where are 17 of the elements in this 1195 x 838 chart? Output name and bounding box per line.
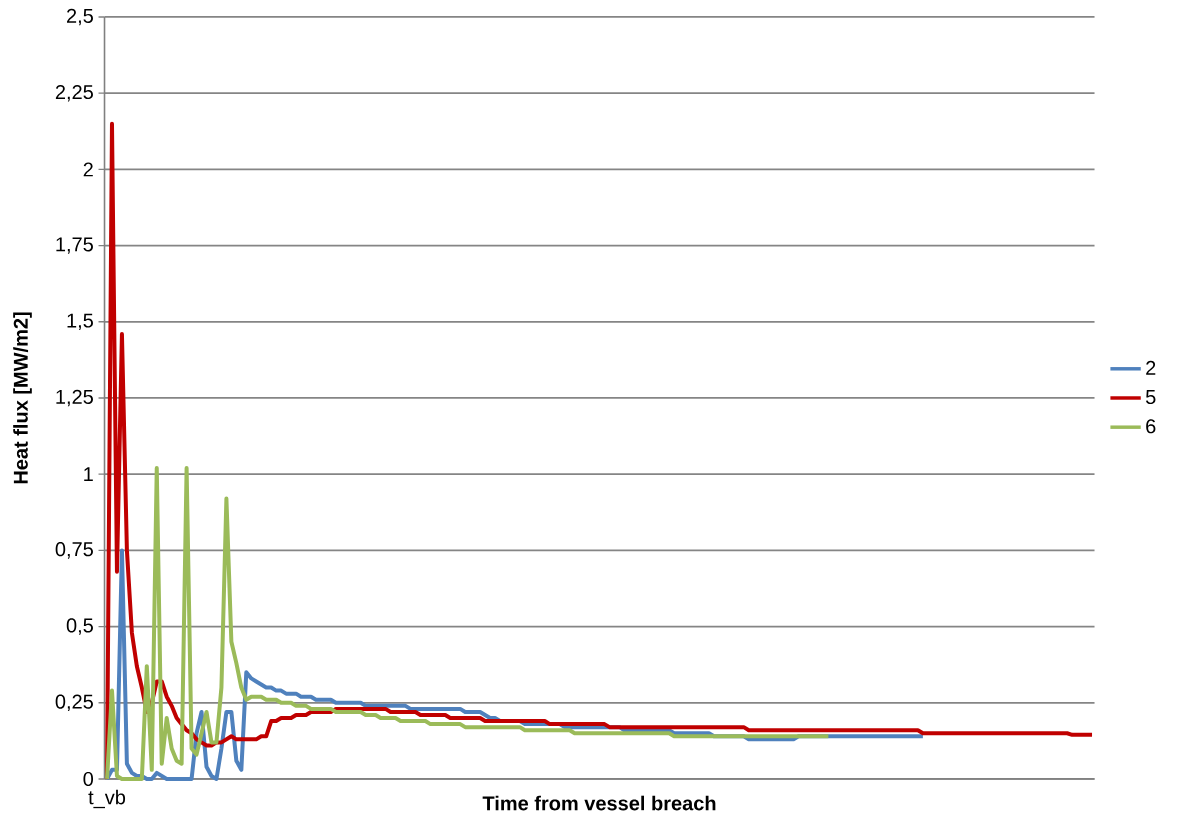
y-axis-title: Heat flux [MW/m2]	[13, 312, 32, 484]
legend-label: 6	[1146, 419, 1156, 434]
y-tick-label: 0,75	[55, 542, 93, 559]
y-tick-label: 2	[83, 162, 93, 177]
y-tick-label: 2,25	[55, 84, 93, 102]
x-tick-label: t_vb	[88, 789, 126, 809]
y-tick-label: 2,5	[67, 8, 93, 26]
y-tick-label: 1	[84, 467, 93, 482]
x-axis-title: Time from vessel breach	[482, 795, 716, 811]
y-tick-label: 0,5	[66, 618, 93, 635]
y-tick-label: 1,5	[67, 313, 93, 330]
legend-label: 2	[1146, 360, 1156, 375]
y-tick-label: 0	[83, 771, 94, 787]
y-tick-label: 1,75	[56, 237, 93, 254]
y-tick-label: 0,25	[55, 694, 93, 712]
legend-label: 5	[1145, 390, 1156, 405]
y-tick-label: 1,25	[56, 389, 93, 407]
